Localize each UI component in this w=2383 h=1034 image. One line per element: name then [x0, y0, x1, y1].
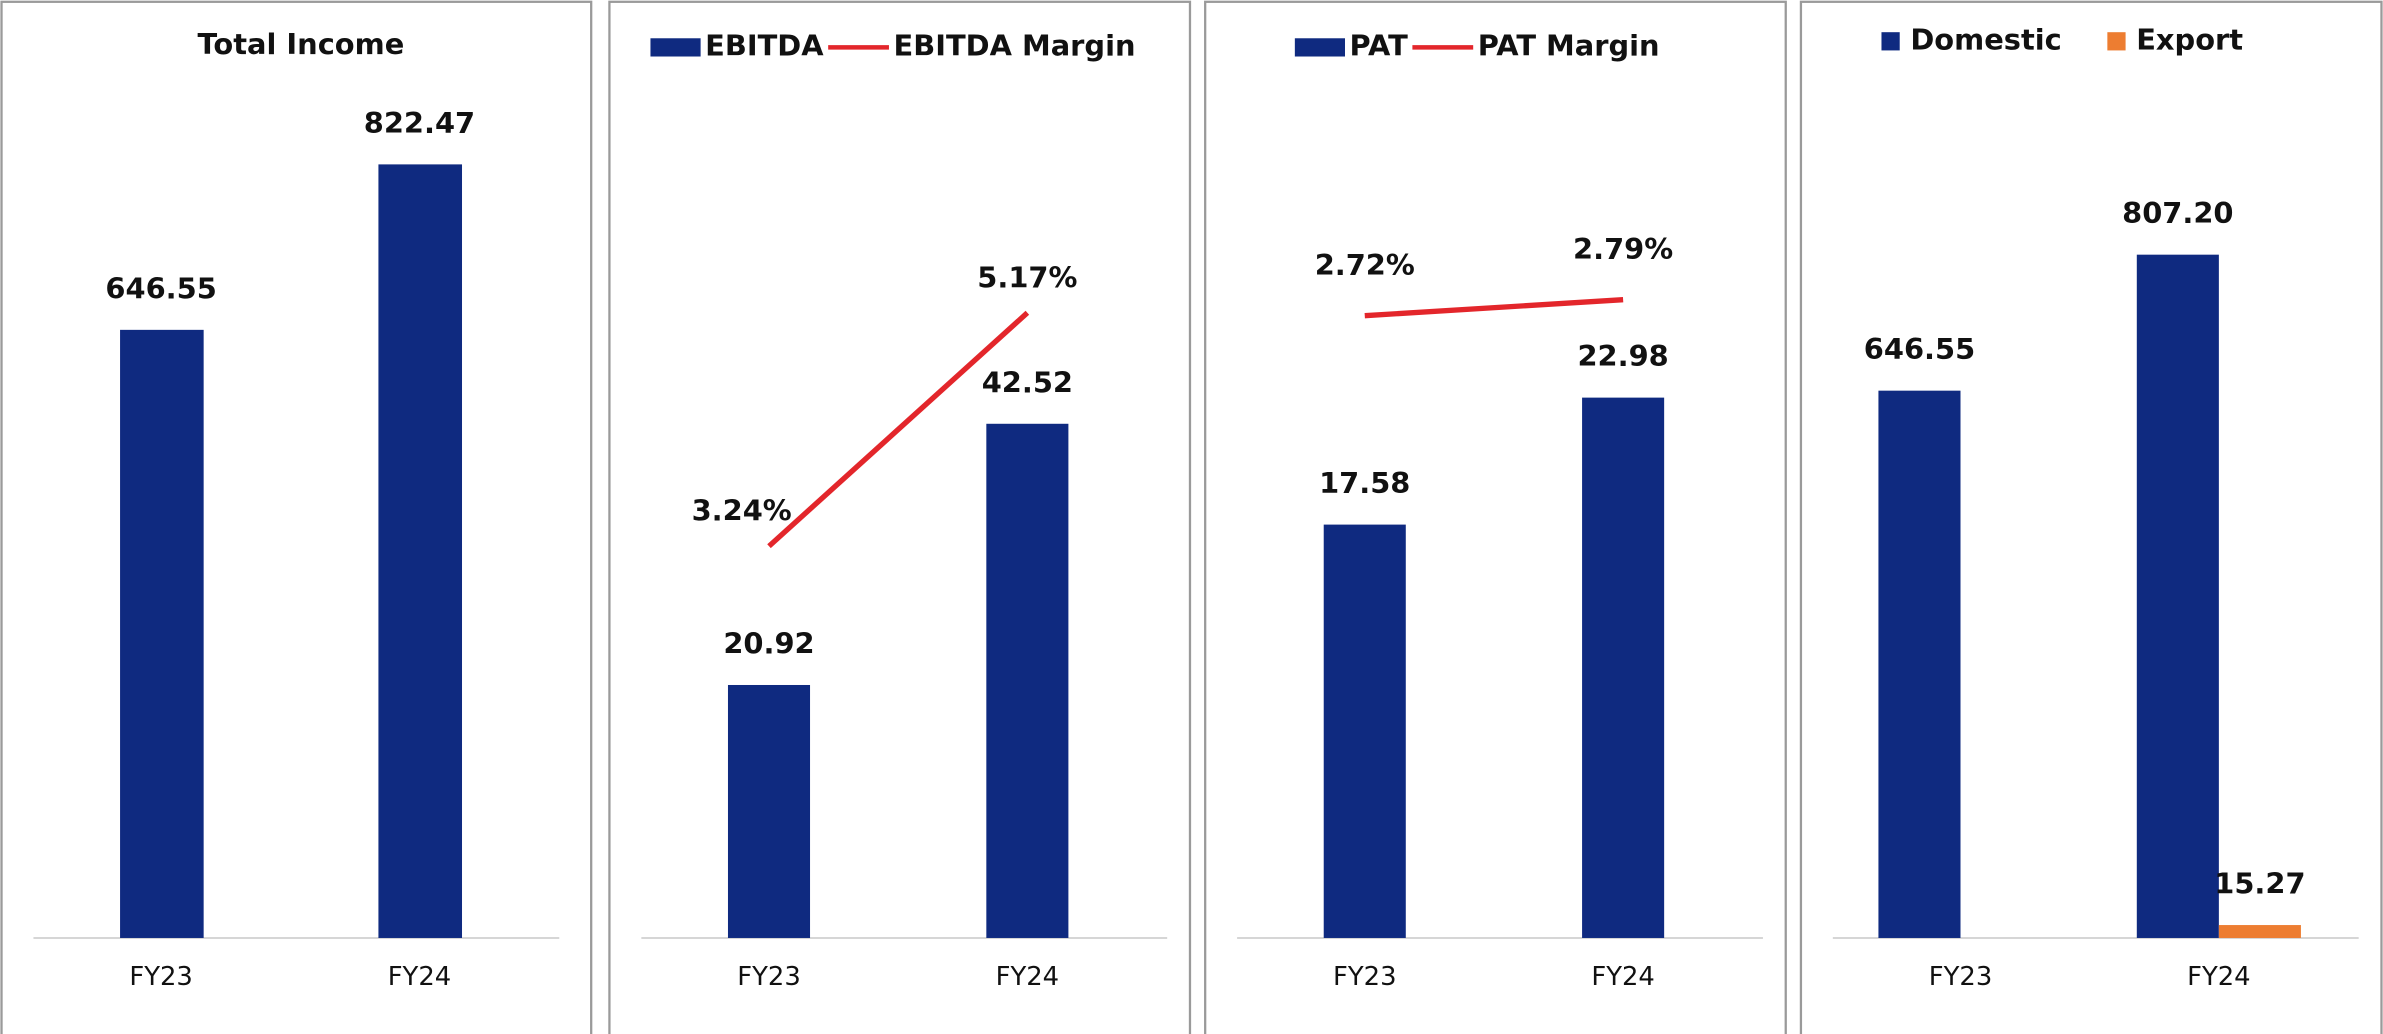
- bar: [120, 329, 204, 938]
- x-tick-label: FY23: [1929, 962, 1993, 992]
- data-label: 822.47: [364, 106, 475, 140]
- panel: [608, 0, 1192, 1034]
- legend-swatch: [650, 38, 701, 57]
- x-tick-label: FY24: [388, 962, 452, 992]
- legend-label: PAT Margin: [1478, 28, 1660, 62]
- x-tick-label: FY24: [1591, 962, 1654, 992]
- data-label: 646.55: [105, 271, 216, 305]
- bar: [1323, 524, 1406, 938]
- panel: [1204, 0, 1787, 1034]
- x-tick-label: FY23: [737, 962, 801, 992]
- x-tick-label: FY24: [2187, 962, 2250, 992]
- legend-label: EBITDA: [705, 28, 824, 62]
- data-label: 646.55: [1864, 332, 1975, 366]
- legend-label: Domestic: [1910, 22, 2061, 56]
- data-label: 15.27: [2214, 867, 2305, 901]
- margin-line: [1364, 297, 1624, 319]
- bar: [2136, 254, 2219, 938]
- legend-swatch: [2107, 32, 2126, 51]
- data-label: 5.17%: [977, 260, 1077, 294]
- legend-swatch: [1881, 32, 1900, 51]
- data-label: 22.98: [1577, 339, 1668, 373]
- data-label: 2.72%: [1315, 248, 1415, 282]
- legend-label: EBITDA Margin: [894, 28, 1136, 62]
- bar: [727, 684, 811, 938]
- bar: [2218, 925, 2301, 938]
- data-label: 807.20: [2122, 196, 2233, 230]
- x-tick-label: FY23: [1333, 962, 1397, 992]
- data-label: 3.24%: [692, 494, 792, 528]
- bar: [1878, 390, 1961, 938]
- data-label: 42.52: [982, 365, 1073, 399]
- bar: [378, 164, 463, 938]
- chart-title: Total Income: [198, 27, 405, 61]
- data-label: 17.58: [1319, 466, 1410, 500]
- bar: [986, 423, 1069, 938]
- panel: [0, 0, 593, 1034]
- x-tick-label: FY24: [996, 962, 1060, 992]
- x-tick-label: FY23: [129, 962, 192, 992]
- data-label: 2.79%: [1573, 232, 1673, 266]
- legend-label: PAT: [1350, 28, 1409, 62]
- bar: [1582, 397, 1665, 938]
- data-label: 20.92: [723, 626, 814, 660]
- legend-swatch: [1294, 38, 1345, 57]
- panel: [1799, 0, 2383, 1034]
- legend-label: Export: [2136, 22, 2243, 56]
- margin-line: [767, 310, 1030, 549]
